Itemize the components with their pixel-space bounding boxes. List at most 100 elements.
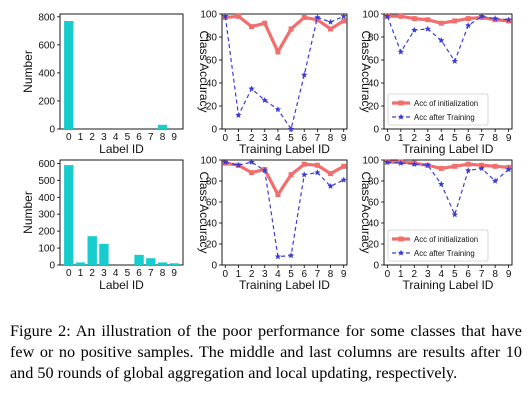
x-tick-label: 2 [249, 269, 255, 280]
x-tick-label: 4 [113, 268, 119, 279]
y-tick-label: 800 [38, 12, 55, 23]
series-point-initialization [341, 163, 347, 169]
x-tick-label: 5 [452, 133, 458, 144]
x-tick-label: 6 [136, 268, 142, 279]
x-tick-label: 0 [66, 132, 72, 143]
series-point-after-training [301, 71, 308, 78]
series-line-initialization [225, 161, 345, 197]
series-point-after-training [235, 161, 242, 168]
plot-frame [221, 13, 348, 130]
y-tick-label: 20 [368, 102, 380, 113]
series-point-after-training [287, 125, 295, 132]
bar [99, 243, 109, 265]
series-point-initialization [411, 16, 417, 22]
y-tick-label: 40 [368, 219, 380, 230]
x-tick-label: 1 [236, 269, 242, 280]
x-tick-label: 1 [78, 268, 84, 279]
series-line-after-training [387, 161, 510, 217]
legend-label-after-training: Acc after Training [414, 249, 475, 258]
x-tick-label: 8 [492, 133, 498, 144]
x-tick-label: 8 [328, 133, 334, 144]
y-tick-label: 40 [368, 79, 380, 90]
series-point-after-training [505, 166, 512, 173]
y-tick-label: 600 [38, 159, 55, 170]
x-tick-label: 5 [288, 133, 294, 144]
x-tick-label: 9 [506, 133, 512, 144]
series-point-after-training [438, 180, 445, 187]
series-point-after-training [397, 159, 404, 166]
series-point-initialization [262, 20, 268, 26]
series-point-after-training [314, 14, 321, 21]
x-tick-label: 6 [465, 269, 471, 280]
series-point-after-training [261, 96, 268, 103]
y-axis-label: Number [21, 191, 35, 234]
x-tick-label: 4 [438, 133, 444, 144]
series-point-after-training [465, 22, 472, 29]
series-point-after-training [411, 26, 418, 33]
y-tick-label: 100 [200, 10, 217, 21]
series-point-after-training [465, 167, 472, 174]
series-point-initialization [249, 24, 255, 30]
series-point-after-training [505, 16, 512, 23]
legend-marker-after-training [397, 249, 405, 256]
series-point-initialization [341, 18, 347, 24]
y-tick-label: 60 [206, 56, 218, 67]
series-point-initialization [425, 17, 431, 23]
x-axis-label: Training Label ID [403, 142, 494, 156]
x-tick-label: 9 [171, 132, 177, 143]
y-tick-label: 100 [362, 10, 379, 21]
y-tick-label: 80 [368, 33, 380, 44]
legend-marker-after-training [397, 113, 405, 120]
series-point-after-training [340, 13, 347, 19]
x-axis-label: Label ID [99, 278, 144, 292]
y-tick-label: 0 [49, 261, 55, 272]
y-tick-label: 20 [206, 102, 218, 113]
series-point-after-training [451, 211, 458, 218]
series-line-initialization [387, 14, 509, 25]
y-tick-label: 0 [373, 125, 379, 136]
series-point-after-training [327, 18, 334, 25]
y-tick-label: 40 [206, 79, 218, 90]
series-point-after-training [478, 165, 485, 172]
x-tick-label: 6 [301, 133, 307, 144]
y-axis-label: Class Accuracy [359, 30, 373, 112]
y-tick-label: 600 [38, 40, 55, 51]
y-axis-label: Class Accuracy [359, 171, 373, 253]
x-tick-label: 5 [288, 269, 294, 280]
series-point-initialization [328, 171, 334, 177]
x-tick-label: 9 [341, 133, 347, 144]
legend-label-after-training: Acc after Training [414, 113, 475, 122]
series-point-initialization [275, 49, 281, 55]
bar [87, 236, 97, 265]
series-point-initialization [465, 161, 471, 167]
series-point-initialization [314, 17, 320, 23]
plot-frame [383, 159, 513, 266]
y-tick-label: 100 [200, 156, 217, 167]
series-point-initialization [301, 14, 307, 20]
series-point-after-training [248, 158, 255, 165]
x-axis-label: Training Label ID [239, 142, 330, 156]
series-point-after-training [424, 161, 431, 168]
bar [64, 21, 74, 129]
x-tick-label: 6 [136, 132, 142, 143]
x-tick-label: 6 [465, 133, 471, 144]
bar [157, 262, 168, 265]
series-point-after-training [384, 13, 391, 19]
series-point-initialization [328, 26, 334, 32]
x-tick-label: 1 [236, 133, 242, 144]
x-tick-label: 0 [223, 269, 229, 280]
series-point-after-training [340, 176, 347, 183]
x-tick-label: 0 [66, 268, 72, 279]
legend-marker-initialization [398, 236, 404, 242]
x-tick-label: 7 [479, 133, 485, 144]
series-point-after-training [235, 111, 242, 118]
y-tick-label: 60 [206, 198, 218, 209]
series-point-after-training [451, 57, 458, 64]
series-point-after-training [492, 15, 499, 22]
x-tick-label: 4 [275, 133, 281, 144]
